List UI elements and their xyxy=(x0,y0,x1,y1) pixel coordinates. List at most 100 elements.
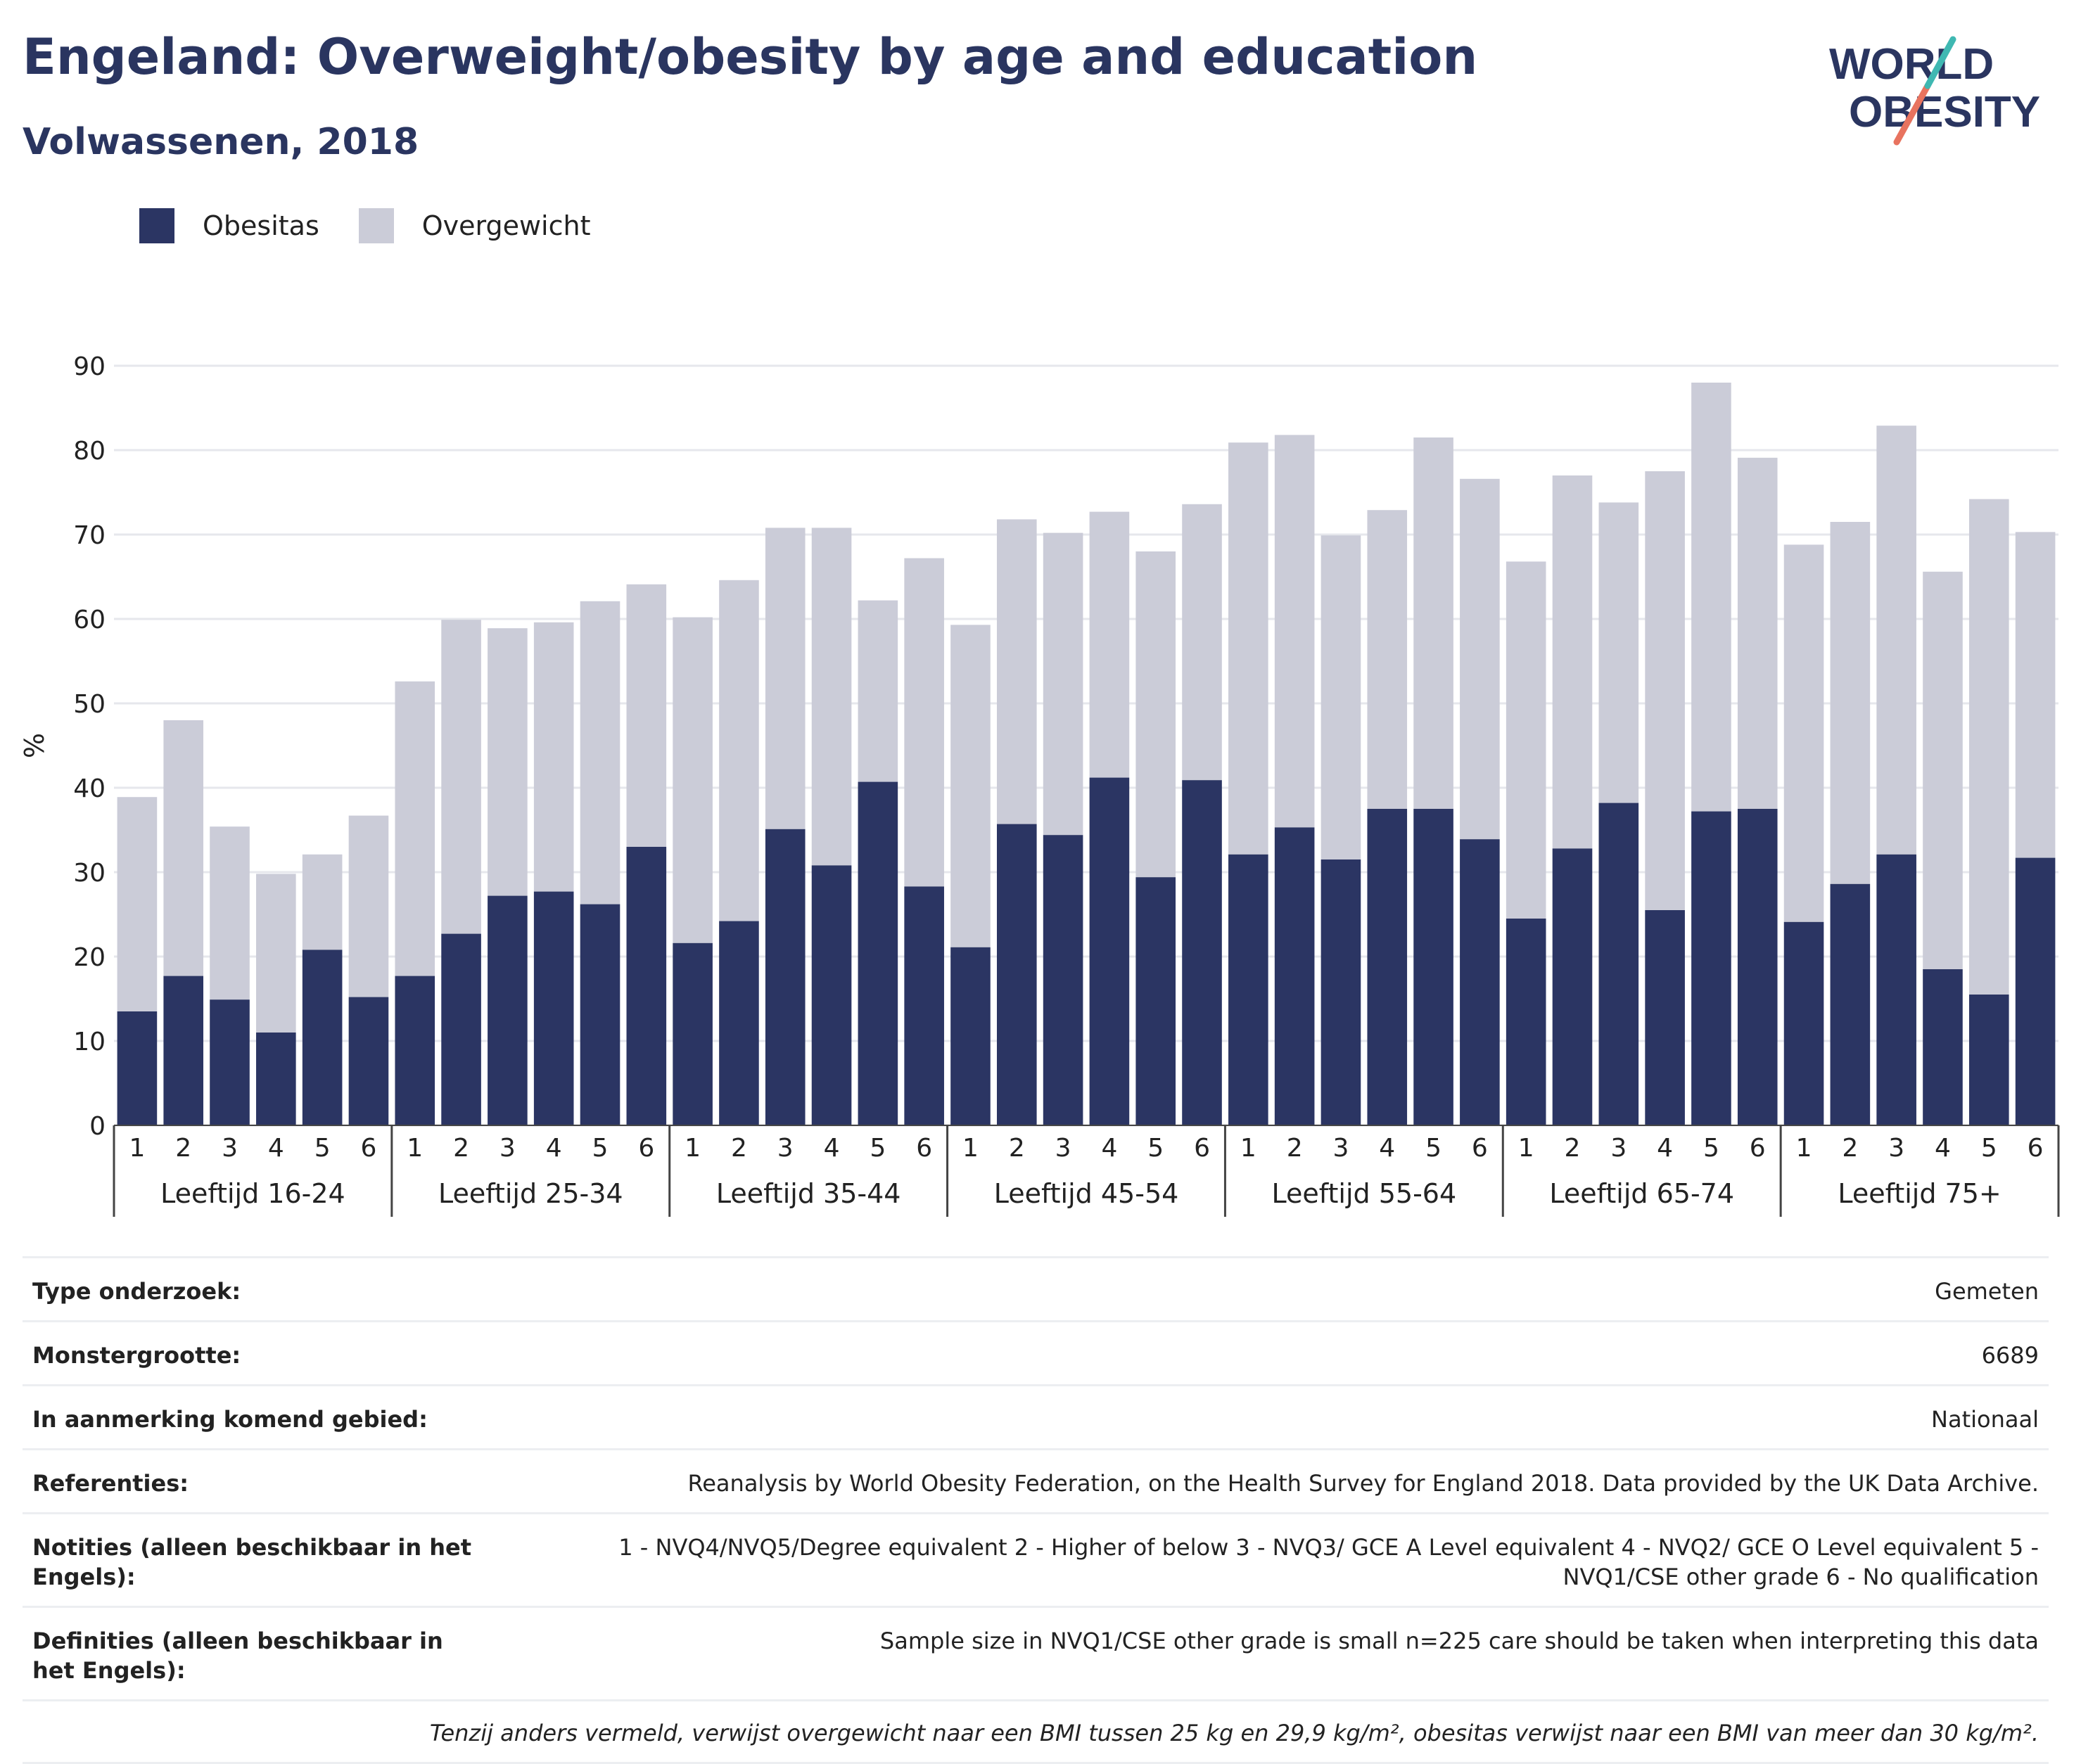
bar-obesitas xyxy=(904,886,944,1125)
x-tick-label: 2 xyxy=(1565,1134,1581,1163)
bar-obesitas xyxy=(1968,995,2009,1125)
group-label: Leeftijd 25-34 xyxy=(438,1178,623,1209)
bar-overgewicht xyxy=(1182,504,1222,781)
x-tick-label: 6 xyxy=(2028,1134,2044,1163)
x-tick-label: 3 xyxy=(1055,1134,1071,1163)
bar-obesitas xyxy=(1043,835,1083,1125)
bar-overgewicht xyxy=(1228,442,1268,855)
x-tick-label: 3 xyxy=(499,1134,516,1163)
bar-obesitas xyxy=(1367,809,1408,1125)
bar-overgewicht xyxy=(996,519,1037,824)
bar-obesitas xyxy=(163,976,204,1125)
bar-obesitas xyxy=(1552,848,1593,1125)
x-tick-label: 4 xyxy=(1379,1134,1395,1163)
meta-key: Referenties: xyxy=(32,1470,189,1497)
bar-overgewicht xyxy=(302,854,343,950)
x-tick-label: 4 xyxy=(824,1134,840,1163)
bar-obesitas xyxy=(1506,919,1546,1125)
bar-obesitas xyxy=(1737,809,1778,1125)
bar-obesitas xyxy=(441,933,481,1125)
bar-overgewicht xyxy=(1923,571,1963,969)
bar-obesitas xyxy=(1598,803,1639,1125)
group-label: Leeftijd 45-54 xyxy=(994,1178,1179,1209)
bar-overgewicht xyxy=(1089,511,1130,778)
legend-label-overgewicht: Overgewicht xyxy=(421,210,591,241)
x-tick-label: 2 xyxy=(453,1134,469,1163)
bar-obesitas xyxy=(719,921,759,1125)
x-tick-label: 5 xyxy=(1981,1134,1997,1163)
x-tick-label: 4 xyxy=(268,1134,284,1163)
x-tick-label: 1 xyxy=(1796,1134,1812,1163)
y-tick-label: 70 xyxy=(73,521,106,550)
bar-overgewicht xyxy=(1506,561,1546,919)
bar-overgewicht xyxy=(1320,535,1361,859)
group-label: Leeftijd 35-44 xyxy=(716,1178,901,1209)
bar-overgewicht xyxy=(441,620,481,934)
meta-value: Gemeten xyxy=(1935,1278,2039,1305)
bar-overgewicht xyxy=(1135,551,1176,878)
metadata-table: Type onderzoek: Gemeten Monstergrootte: … xyxy=(23,1256,2049,1764)
bar-overgewicht xyxy=(904,558,944,887)
bar-overgewicht xyxy=(1598,502,1639,803)
bar-obesitas xyxy=(256,1033,296,1125)
x-tick-label: 3 xyxy=(1610,1134,1627,1163)
bar-overgewicht xyxy=(626,584,667,847)
bar-obesitas xyxy=(533,891,574,1125)
bar-obesitas xyxy=(117,1011,158,1125)
logo-text-world: WORLD xyxy=(1829,40,1994,89)
bar-overgewicht xyxy=(117,797,158,1011)
x-tick-label: 6 xyxy=(1750,1134,1766,1163)
x-tick-label: 5 xyxy=(592,1134,609,1163)
group-label: Leeftijd 55-64 xyxy=(1272,1178,1457,1209)
bar-overgewicht xyxy=(811,528,852,866)
world-obesity-logo: WORLD OBESITY xyxy=(1829,36,2040,146)
x-tick-label: 2 xyxy=(1842,1134,1858,1163)
bar-obesitas xyxy=(765,829,806,1125)
bar-obesitas xyxy=(673,942,713,1125)
chart-legend: Obesitas Overgewicht xyxy=(139,208,630,243)
x-tick-label: 1 xyxy=(407,1134,423,1163)
meta-row: Notities (alleen beschikbaar in het Enge… xyxy=(23,1512,2049,1606)
bar-overgewicht xyxy=(1783,544,1824,922)
bar-overgewicht xyxy=(163,720,204,976)
group-label: Leeftijd 65-74 xyxy=(1549,1178,1734,1209)
footnote: Tenzij anders vermeld, verwijst overgewi… xyxy=(23,1699,2049,1764)
x-tick-label: 5 xyxy=(870,1134,886,1163)
bar-overgewicht xyxy=(858,600,898,782)
meta-value: 6689 xyxy=(1981,1342,2039,1369)
y-tick-label: 60 xyxy=(73,606,106,634)
meta-key: Monstergrootte: xyxy=(32,1342,241,1369)
bar-obesitas xyxy=(1691,811,1731,1125)
x-tick-label: 2 xyxy=(731,1134,747,1163)
meta-row: Monstergrootte: 6689 xyxy=(23,1320,2049,1384)
meta-key: Definities (alleen beschikbaar in het En… xyxy=(32,1628,443,1684)
bar-overgewicht xyxy=(2015,532,2056,858)
bar-overgewicht xyxy=(1968,499,2009,995)
bar-obesitas xyxy=(302,950,343,1125)
legend-swatch-overgewicht xyxy=(358,208,394,243)
legend-label-obesitas: Obesitas xyxy=(203,210,319,241)
bar-obesitas xyxy=(1645,910,1685,1125)
bar-obesitas xyxy=(1274,827,1315,1125)
bar-obesitas xyxy=(488,895,528,1125)
bar-obesitas xyxy=(395,976,435,1125)
y-tick-label: 0 xyxy=(89,1112,106,1141)
x-tick-label: 5 xyxy=(1425,1134,1442,1163)
bar-obesitas xyxy=(626,847,667,1125)
bar-obesitas xyxy=(1876,854,1916,1125)
bar-overgewicht xyxy=(1645,471,1685,910)
x-tick-label: 3 xyxy=(222,1134,238,1163)
bar-overgewicht xyxy=(950,625,991,947)
x-tick-label: 5 xyxy=(1703,1134,1719,1163)
bar-overgewicht xyxy=(533,622,574,892)
chart-subtitle: Volwassenen, 2018 xyxy=(23,121,419,163)
bar-overgewicht xyxy=(719,580,759,921)
x-tick-label: 4 xyxy=(1657,1134,1673,1163)
bar-overgewicht xyxy=(673,617,713,943)
x-tick-label: 1 xyxy=(129,1134,145,1163)
bar-overgewicht xyxy=(1367,510,1408,809)
x-tick-label: 5 xyxy=(1147,1134,1164,1163)
x-tick-label: 1 xyxy=(962,1134,979,1163)
bar-overgewicht xyxy=(348,815,389,997)
